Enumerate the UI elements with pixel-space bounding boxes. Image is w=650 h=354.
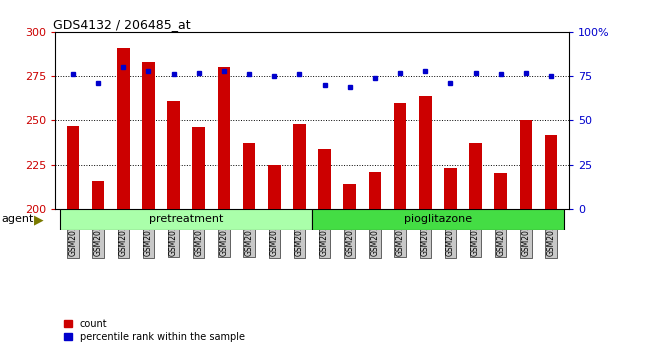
Text: pioglitazone: pioglitazone	[404, 215, 472, 224]
Bar	[293, 124, 306, 209]
Bar	[469, 143, 482, 209]
Bar	[318, 149, 331, 209]
Text: agent: agent	[1, 215, 34, 224]
Bar	[218, 67, 230, 209]
Bar	[343, 184, 356, 209]
Bar	[243, 143, 255, 209]
Bar	[142, 62, 155, 209]
Bar	[519, 120, 532, 209]
Text: ▶: ▶	[34, 213, 44, 226]
Bar	[92, 181, 105, 209]
Bar	[167, 101, 180, 209]
Bar	[444, 168, 457, 209]
Bar	[495, 173, 507, 209]
Legend: count, percentile rank within the sample: count, percentile rank within the sample	[60, 315, 248, 346]
Bar	[394, 103, 406, 209]
Bar	[419, 96, 432, 209]
Bar	[192, 127, 205, 209]
Bar	[545, 135, 558, 209]
Bar	[117, 48, 129, 209]
Bar	[66, 126, 79, 209]
Text: GDS4132 / 206485_at: GDS4132 / 206485_at	[53, 18, 190, 31]
Text: pretreatment: pretreatment	[149, 215, 224, 224]
Bar	[60, 209, 312, 230]
Bar	[312, 209, 564, 230]
Bar	[268, 165, 281, 209]
Bar	[369, 172, 381, 209]
